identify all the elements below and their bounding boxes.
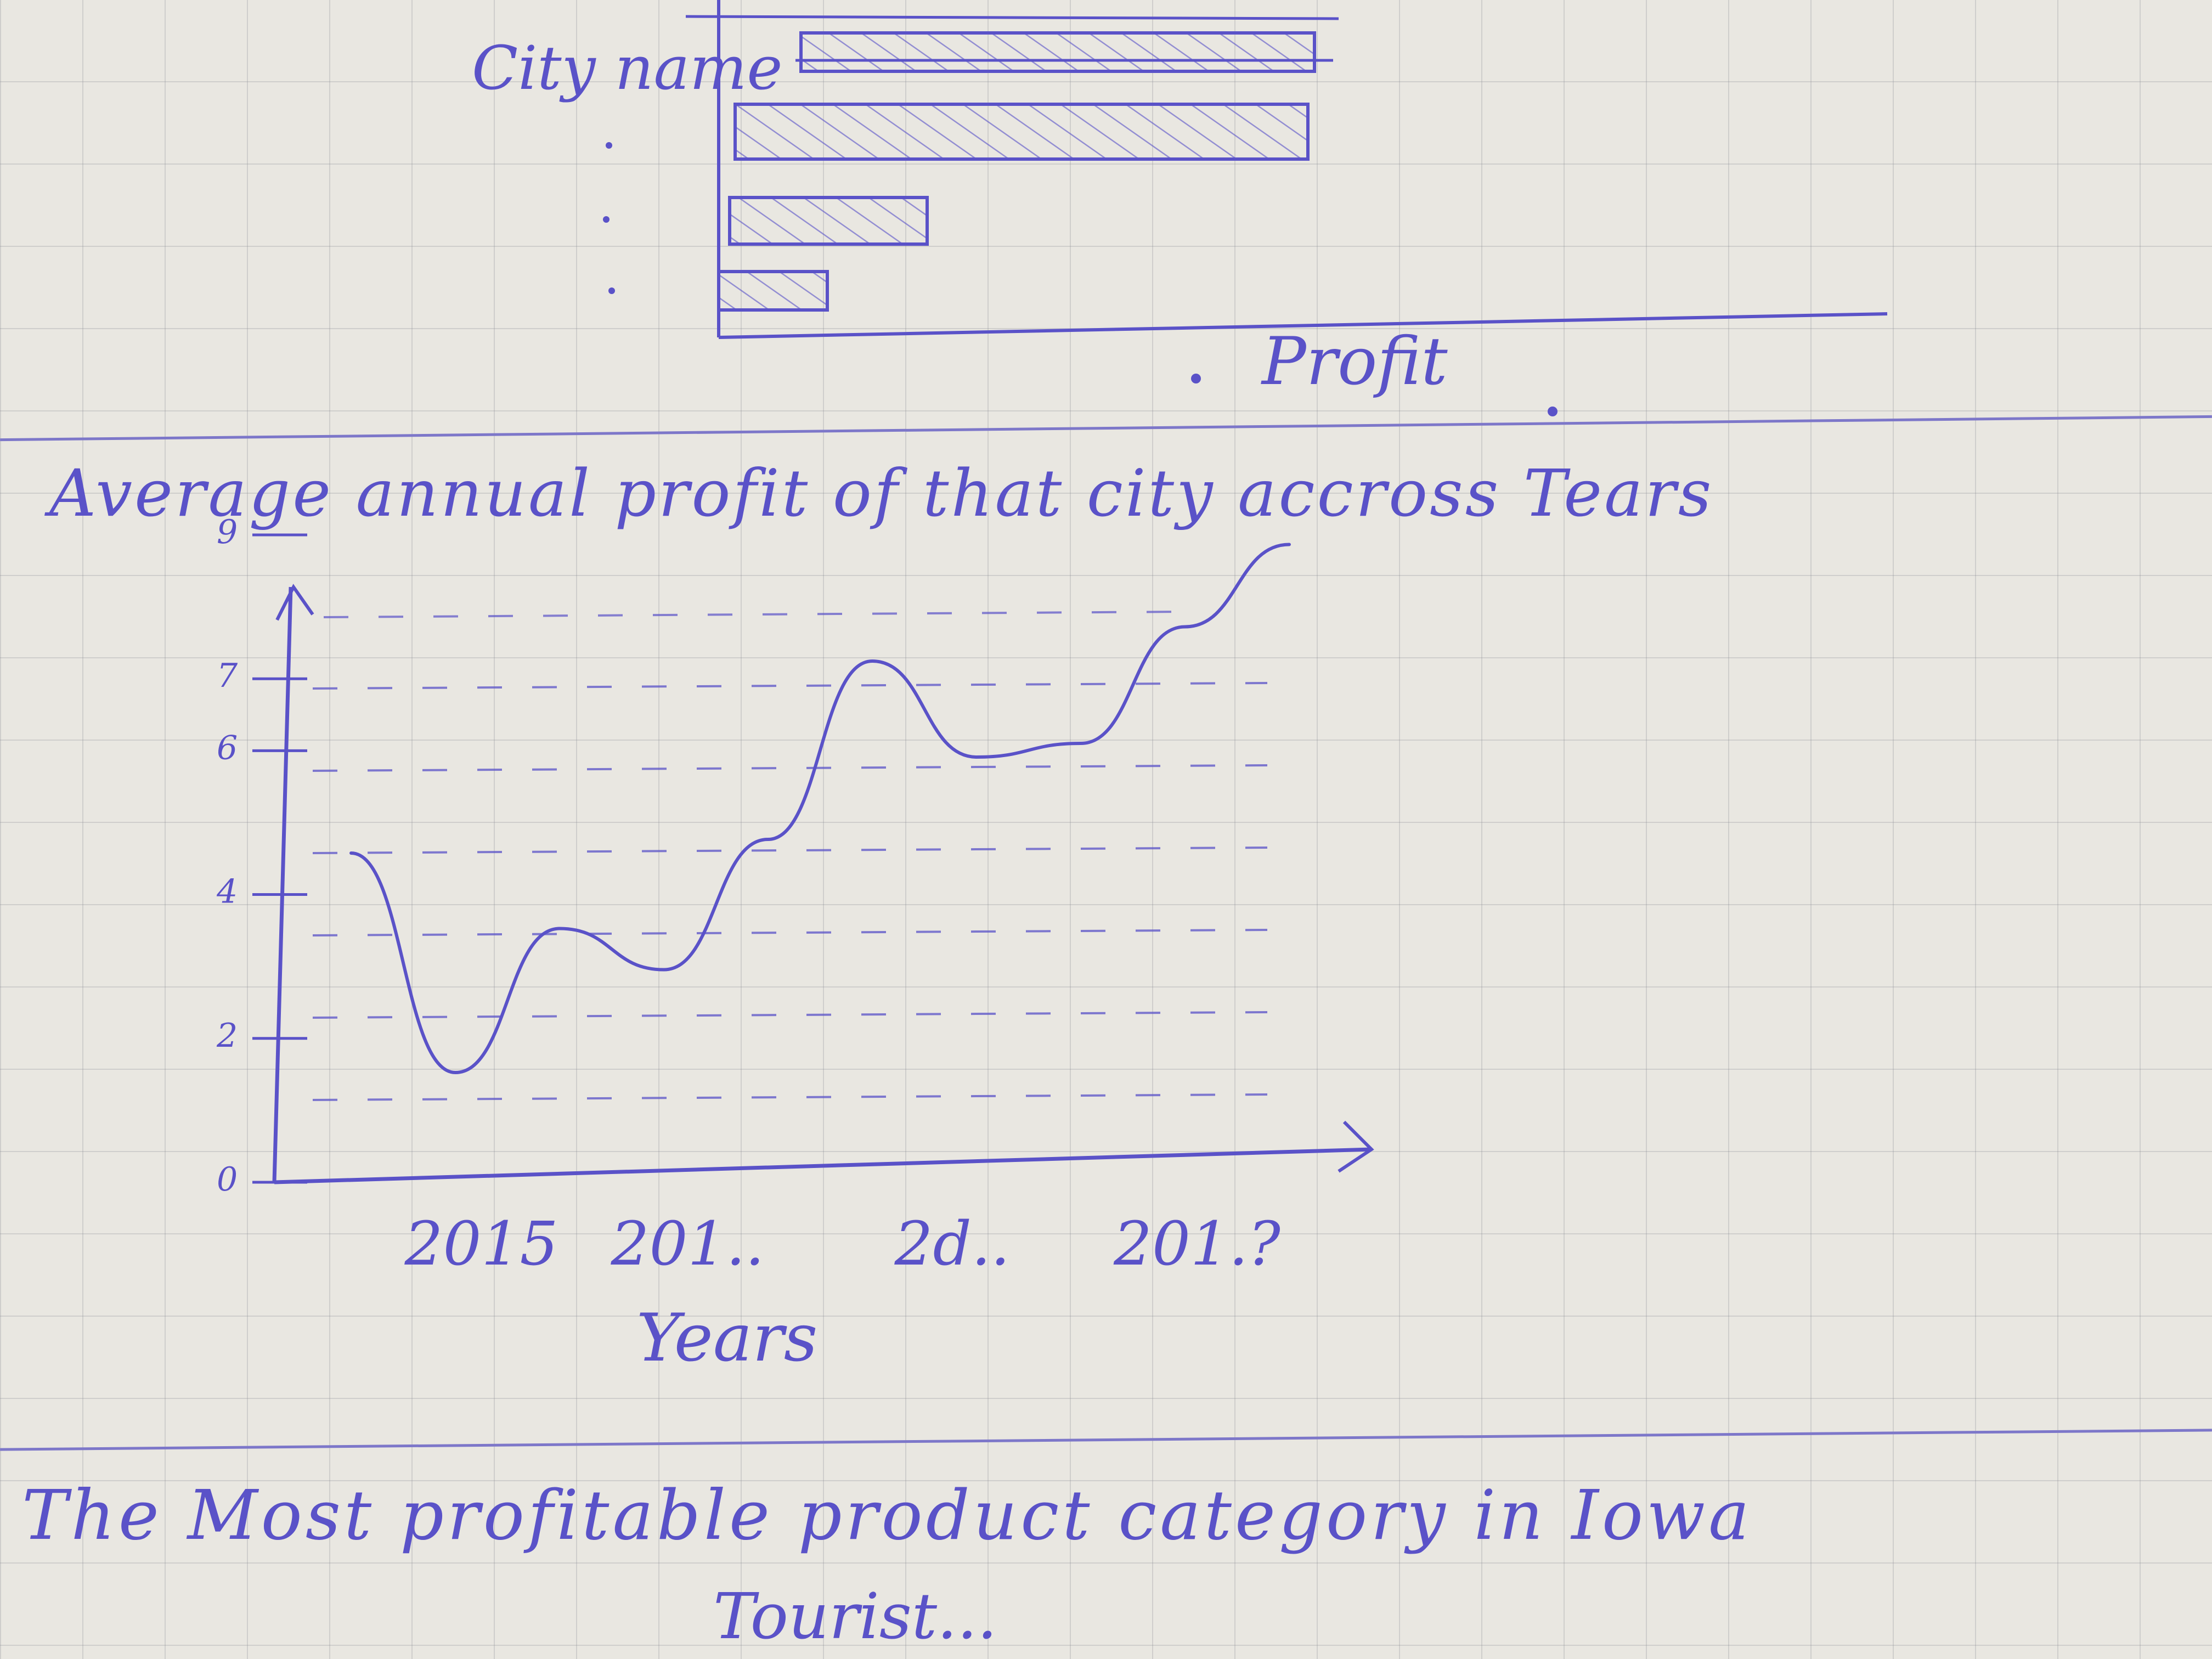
x-axis-arrow [1338, 1120, 1374, 1173]
bottom-heading: The Most profitable product category in … [22, 1476, 1753, 1555]
line-chart-title: Average annual profit of that city accro… [49, 455, 1714, 531]
y-tick-label: 7 [217, 657, 238, 695]
y-gridline [312, 847, 1268, 854]
y-tick-label: 9 [217, 513, 238, 551]
x-tick-label: 2d.. [894, 1209, 1010, 1279]
y-gridline [312, 1093, 1268, 1101]
category-dot-marker [606, 142, 612, 149]
y-tick-label: 2 [216, 1017, 238, 1055]
y-gridline [312, 764, 1268, 772]
x-axis-label-years: Years [636, 1300, 818, 1376]
x-tick-label: 201.? [1113, 1209, 1281, 1279]
line-x-axis [274, 1147, 1372, 1184]
bar-guide-line [685, 15, 1339, 20]
bar-category-label: City name [472, 33, 783, 103]
y-tick-label: 0 [217, 1160, 238, 1199]
bar-x-axis [718, 312, 1888, 339]
bar-0 [799, 31, 1316, 73]
category-dot-marker [608, 287, 615, 294]
label-dot-marker [1191, 374, 1201, 383]
x-tick-label: 2015 [404, 1209, 558, 1279]
y-gridline [323, 611, 1186, 618]
bottom-subline: Tourist... [713, 1580, 997, 1654]
y-gridline [312, 682, 1268, 690]
label-dot-marker [1548, 407, 1558, 416]
category-dot-marker [603, 216, 610, 223]
y-axis-arrow [275, 584, 314, 621]
series-line [349, 543, 1291, 1075]
bar-2 [728, 196, 929, 246]
x-axis-label-profit: Profit [1262, 324, 1448, 400]
line-y-axis [272, 586, 293, 1183]
y-tick-label: 4 [216, 873, 238, 911]
x-tick-label: 201.. [611, 1209, 765, 1279]
y-gridline [312, 1011, 1268, 1019]
y-gridline [312, 929, 1268, 936]
bar-1 [733, 103, 1310, 161]
bar-3 [717, 270, 829, 312]
y-tick-label: 6 [217, 729, 238, 767]
